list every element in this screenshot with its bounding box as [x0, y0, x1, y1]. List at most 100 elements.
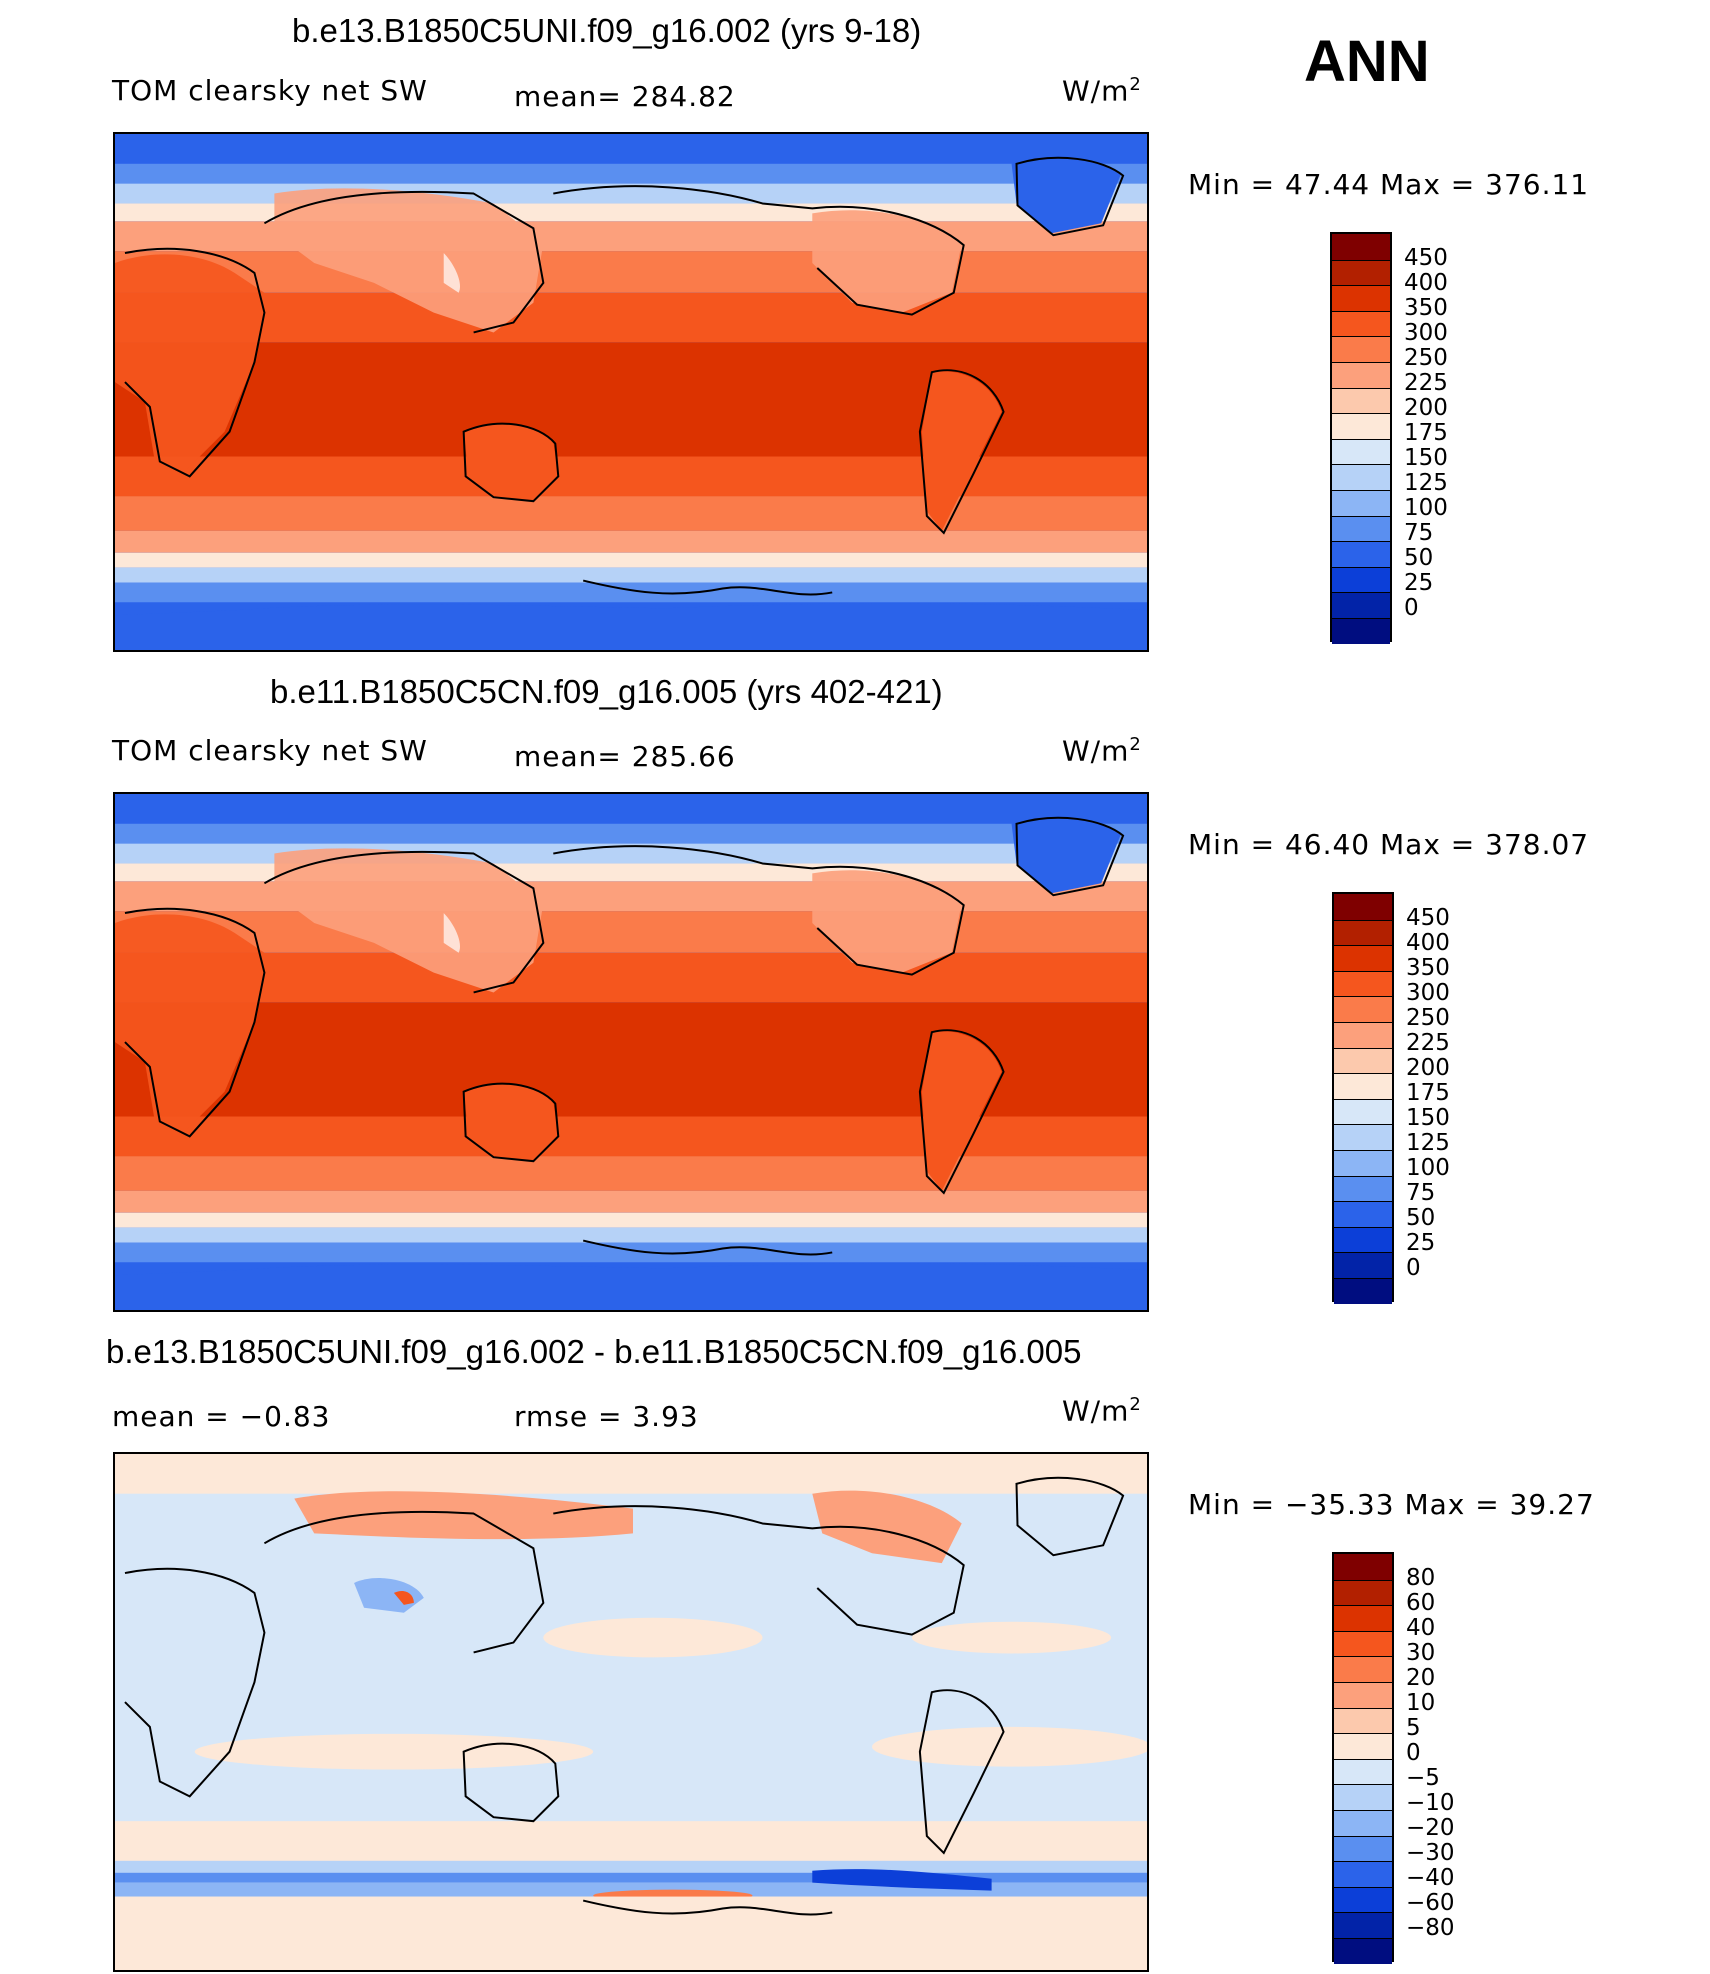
panel2-map-field	[115, 794, 1147, 1310]
colorbar-swatch	[1334, 1124, 1392, 1150]
colorbar-tick-label: 175	[1406, 1080, 1450, 1106]
colorbar-tick-label: 30	[1406, 1640, 1436, 1666]
colorbar-tick-label: 175	[1404, 420, 1448, 446]
panel3-colorbar	[1332, 1552, 1394, 1964]
colorbar-tick-label: 0	[1406, 1740, 1421, 1766]
colorbar-swatch	[1332, 310, 1390, 337]
panel1-colorbar-labels: 450 400 350 300 250 225 200 175 150 125 …	[1404, 246, 1448, 621]
colorbar-tick-label: 125	[1406, 1130, 1450, 1156]
colorbar-tick-label: −5	[1406, 1765, 1440, 1791]
colorbar-swatch	[1334, 1605, 1392, 1631]
colorbar-tick-label: 450	[1404, 245, 1448, 271]
colorbar-swatch	[1332, 259, 1390, 286]
colorbar-swatch	[1334, 1809, 1392, 1836]
colorbar-tick-label: 75	[1404, 520, 1434, 546]
colorbar-swatch	[1334, 1021, 1392, 1048]
colorbar-tick-label: −30	[1406, 1840, 1455, 1866]
colorbar-swatch	[1332, 361, 1390, 388]
colorbar-tick-label: 100	[1406, 1155, 1450, 1181]
colorbar-tick-label: 40	[1406, 1615, 1436, 1641]
colorbar-tick-label: 400	[1404, 270, 1448, 296]
colorbar-swatch	[1334, 1784, 1392, 1810]
colorbar-swatch	[1334, 1201, 1392, 1227]
colorbar-swatch	[1334, 1912, 1392, 1938]
colorbar-swatch	[1334, 1252, 1392, 1278]
panel1-map-field	[115, 134, 1147, 650]
colorbar-swatch	[1334, 1681, 1392, 1708]
panel3-colorbar-labels: 80 60 40 30 20 10 5 0 −5 −10 −20 −30 −40…	[1406, 1566, 1455, 1941]
colorbar-tick-label: 300	[1404, 320, 1448, 346]
colorbar-tick-label: 150	[1404, 445, 1448, 471]
colorbar-swatch	[1334, 1277, 1392, 1304]
panel2-minmax: Min = 46.40 Max = 378.07	[1188, 828, 1590, 861]
colorbar-swatch	[1334, 1835, 1392, 1862]
panel1-minmax: Min = 47.44 Max = 376.11	[1188, 168, 1590, 201]
colorbar-tick-label: 150	[1406, 1105, 1450, 1131]
colorbar-swatch	[1332, 387, 1390, 414]
panel3-map	[113, 1452, 1149, 1972]
colorbar-swatch	[1334, 970, 1392, 997]
colorbar-tick-label: 300	[1406, 980, 1450, 1006]
colorbar-swatch	[1334, 1073, 1392, 1099]
colorbar-swatch	[1334, 1733, 1392, 1759]
colorbar-tick-label: 350	[1406, 955, 1450, 981]
colorbar-tick-label: 125	[1404, 470, 1448, 496]
colorbar-tick-label: 350	[1404, 295, 1448, 321]
panel1-variable-label: TOM clearsky net SW	[112, 74, 428, 107]
colorbar-swatch	[1334, 1579, 1392, 1606]
colorbar-tick-label: 225	[1404, 370, 1448, 396]
panel1-mean-label: mean= 284.82	[514, 80, 736, 113]
colorbar-tick-label: 25	[1404, 570, 1434, 596]
colorbar-swatch	[1334, 996, 1392, 1022]
colorbar-tick-label: 200	[1404, 395, 1448, 421]
colorbar-tick-label: −10	[1406, 1790, 1455, 1816]
colorbar-swatch	[1332, 617, 1390, 644]
colorbar-tick-label: 25	[1406, 1230, 1436, 1256]
panel3-rmse-label: rmse = 3.93	[514, 1400, 699, 1433]
colorbar-tick-label: 50	[1406, 1205, 1436, 1231]
colorbar-tick-label: −40	[1406, 1865, 1455, 1891]
panel1-colorbar	[1330, 232, 1392, 644]
season-label: ANN	[1304, 29, 1430, 94]
colorbar-swatch	[1332, 489, 1390, 516]
colorbar-swatch	[1334, 894, 1392, 920]
colorbar-tick-label: 0	[1406, 1255, 1421, 1281]
colorbar-swatch	[1334, 1554, 1392, 1580]
colorbar-swatch	[1334, 1149, 1392, 1176]
colorbar-tick-label: 0	[1404, 595, 1419, 621]
colorbar-tick-label: −80	[1406, 1915, 1455, 1941]
colorbar-tick-label: 20	[1406, 1665, 1436, 1691]
panel2-colorbar-labels: 450 400 350 300 250 225 200 175 150 125 …	[1406, 906, 1450, 1281]
colorbar-swatch	[1334, 1175, 1392, 1202]
panel3-minmax: Min = −35.33 Max = 39.27	[1188, 1488, 1595, 1521]
colorbar-tick-label: 75	[1406, 1180, 1436, 1206]
colorbar-swatch	[1334, 1630, 1392, 1657]
panel2-title: b.e11.B1850C5CN.f09_g16.005 (yrs 402-421…	[270, 673, 943, 710]
colorbar-swatch	[1334, 1937, 1392, 1964]
panel3-map-field	[115, 1454, 1147, 1970]
colorbar-tick-label: 400	[1406, 930, 1450, 956]
colorbar-swatch	[1334, 1861, 1392, 1887]
colorbar-tick-label: 60	[1406, 1590, 1436, 1616]
panel3-mean-label: mean = −0.83	[112, 1400, 331, 1433]
colorbar-tick-label: 50	[1404, 545, 1434, 571]
colorbar-tick-label: 80	[1406, 1565, 1436, 1591]
panel2-variable-label: TOM clearsky net SW	[112, 734, 428, 767]
colorbar-tick-label: 200	[1406, 1055, 1450, 1081]
colorbar-swatch	[1332, 438, 1390, 465]
colorbar-swatch	[1334, 1656, 1392, 1682]
panel1-units: W/m2	[1062, 74, 1142, 108]
panel3-units: W/m2	[1062, 1394, 1142, 1428]
colorbar-swatch	[1332, 234, 1390, 260]
panel2-colorbar	[1332, 892, 1394, 1304]
colorbar-swatch	[1334, 1707, 1392, 1734]
colorbar-tick-label: 5	[1406, 1715, 1421, 1741]
colorbar-swatch	[1334, 945, 1392, 971]
panel2-mean-label: mean= 285.66	[514, 740, 736, 773]
colorbar-swatch	[1334, 1758, 1392, 1785]
colorbar-swatch	[1334, 919, 1392, 946]
colorbar-tick-label: 225	[1406, 1030, 1450, 1056]
panel2-map	[113, 792, 1149, 1312]
colorbar-tick-label: 250	[1404, 345, 1448, 371]
colorbar-swatch	[1334, 1047, 1392, 1074]
